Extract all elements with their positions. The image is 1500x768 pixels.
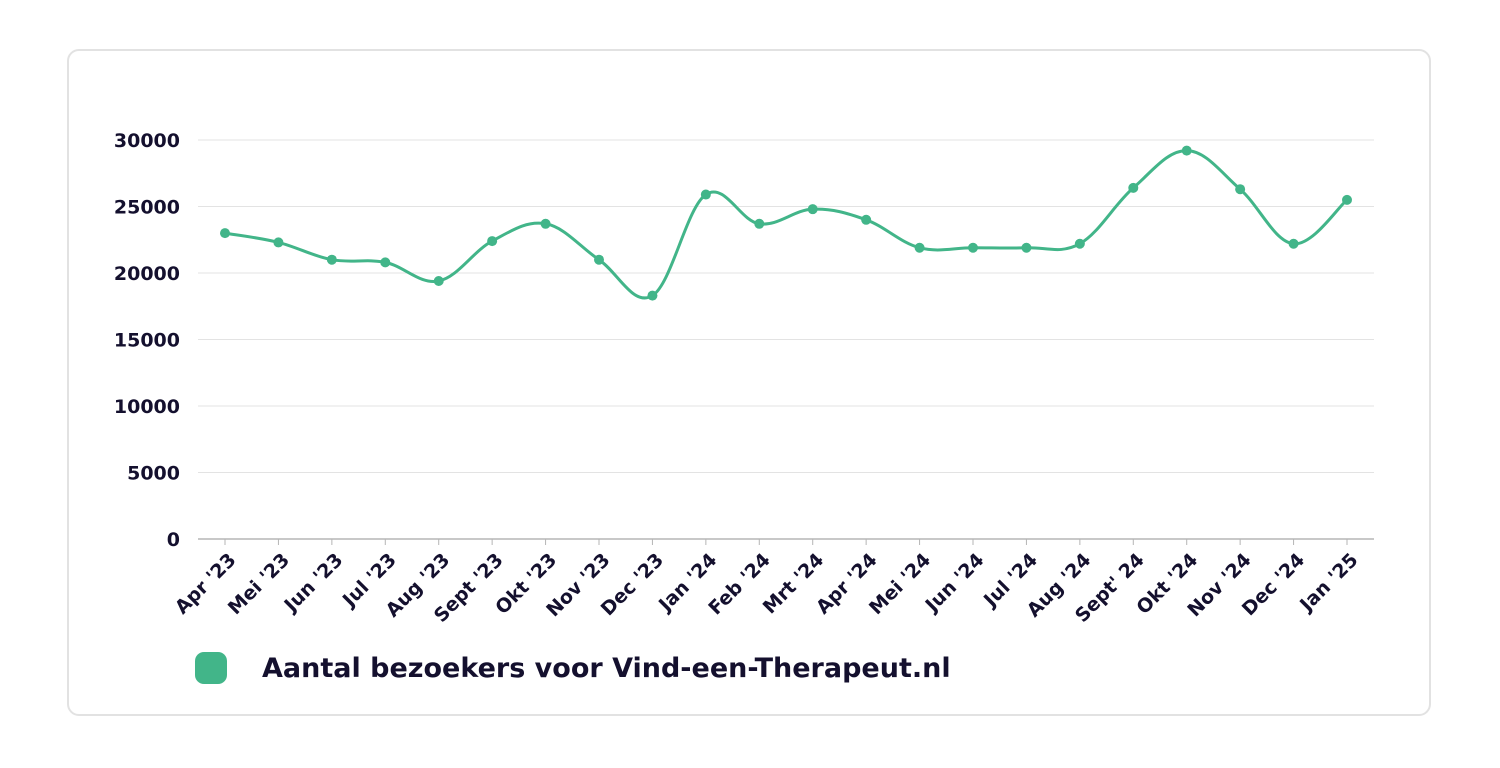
- y-tick-label: 25000: [114, 197, 180, 219]
- data-point[interactable]: [1235, 184, 1246, 195]
- data-point[interactable]: [807, 204, 818, 215]
- data-point[interactable]: [1021, 242, 1032, 253]
- data-point[interactable]: [220, 228, 230, 239]
- data-point[interactable]: [594, 254, 604, 265]
- x-tick-label: Jun '23: [279, 549, 348, 618]
- data-point[interactable]: [647, 290, 658, 301]
- data-point[interactable]: [433, 275, 444, 286]
- data-point[interactable]: [1181, 145, 1192, 156]
- y-tick-label: 10000: [114, 396, 180, 418]
- y-tick-label: 0: [167, 529, 180, 551]
- legend[interactable]: Aantal bezoekers voor Vind-een-Therapeut…: [195, 648, 951, 688]
- data-point[interactable]: [273, 237, 284, 248]
- y-tick-label: 5000: [127, 463, 180, 485]
- y-axis-ticks: 0 5000 10000 15000 20000 25000 30000: [114, 130, 180, 551]
- data-point[interactable]: [700, 189, 711, 200]
- series-layer: [220, 145, 1352, 301]
- grid-lines: [198, 139, 1374, 540]
- data-point[interactable]: [1342, 194, 1352, 205]
- data-point[interactable]: [968, 242, 978, 253]
- data-point[interactable]: [861, 214, 872, 225]
- data-point[interactable]: [540, 218, 551, 229]
- data-point[interactable]: [1288, 238, 1299, 249]
- data-point[interactable]: [1074, 238, 1085, 249]
- data-point[interactable]: [1128, 182, 1139, 193]
- chart-card: [67, 49, 1431, 716]
- data-point[interactable]: [380, 257, 391, 268]
- data-point[interactable]: [914, 242, 925, 253]
- data-point[interactable]: [326, 254, 337, 265]
- y-tick-label: 30000: [114, 130, 180, 152]
- y-tick-label: 15000: [114, 330, 180, 352]
- legend-label: Aantal bezoekers voor Vind-een-Therapeut…: [262, 652, 951, 684]
- y-tick-label: 20000: [114, 263, 180, 285]
- series-line: [223, 149, 1349, 300]
- data-point[interactable]: [754, 218, 765, 229]
- data-point[interactable]: [487, 236, 498, 247]
- x-tick-label: Jun '24: [920, 549, 989, 618]
- legend-swatch: [195, 652, 227, 684]
- x-tick-label: Jan '25: [1294, 549, 1362, 617]
